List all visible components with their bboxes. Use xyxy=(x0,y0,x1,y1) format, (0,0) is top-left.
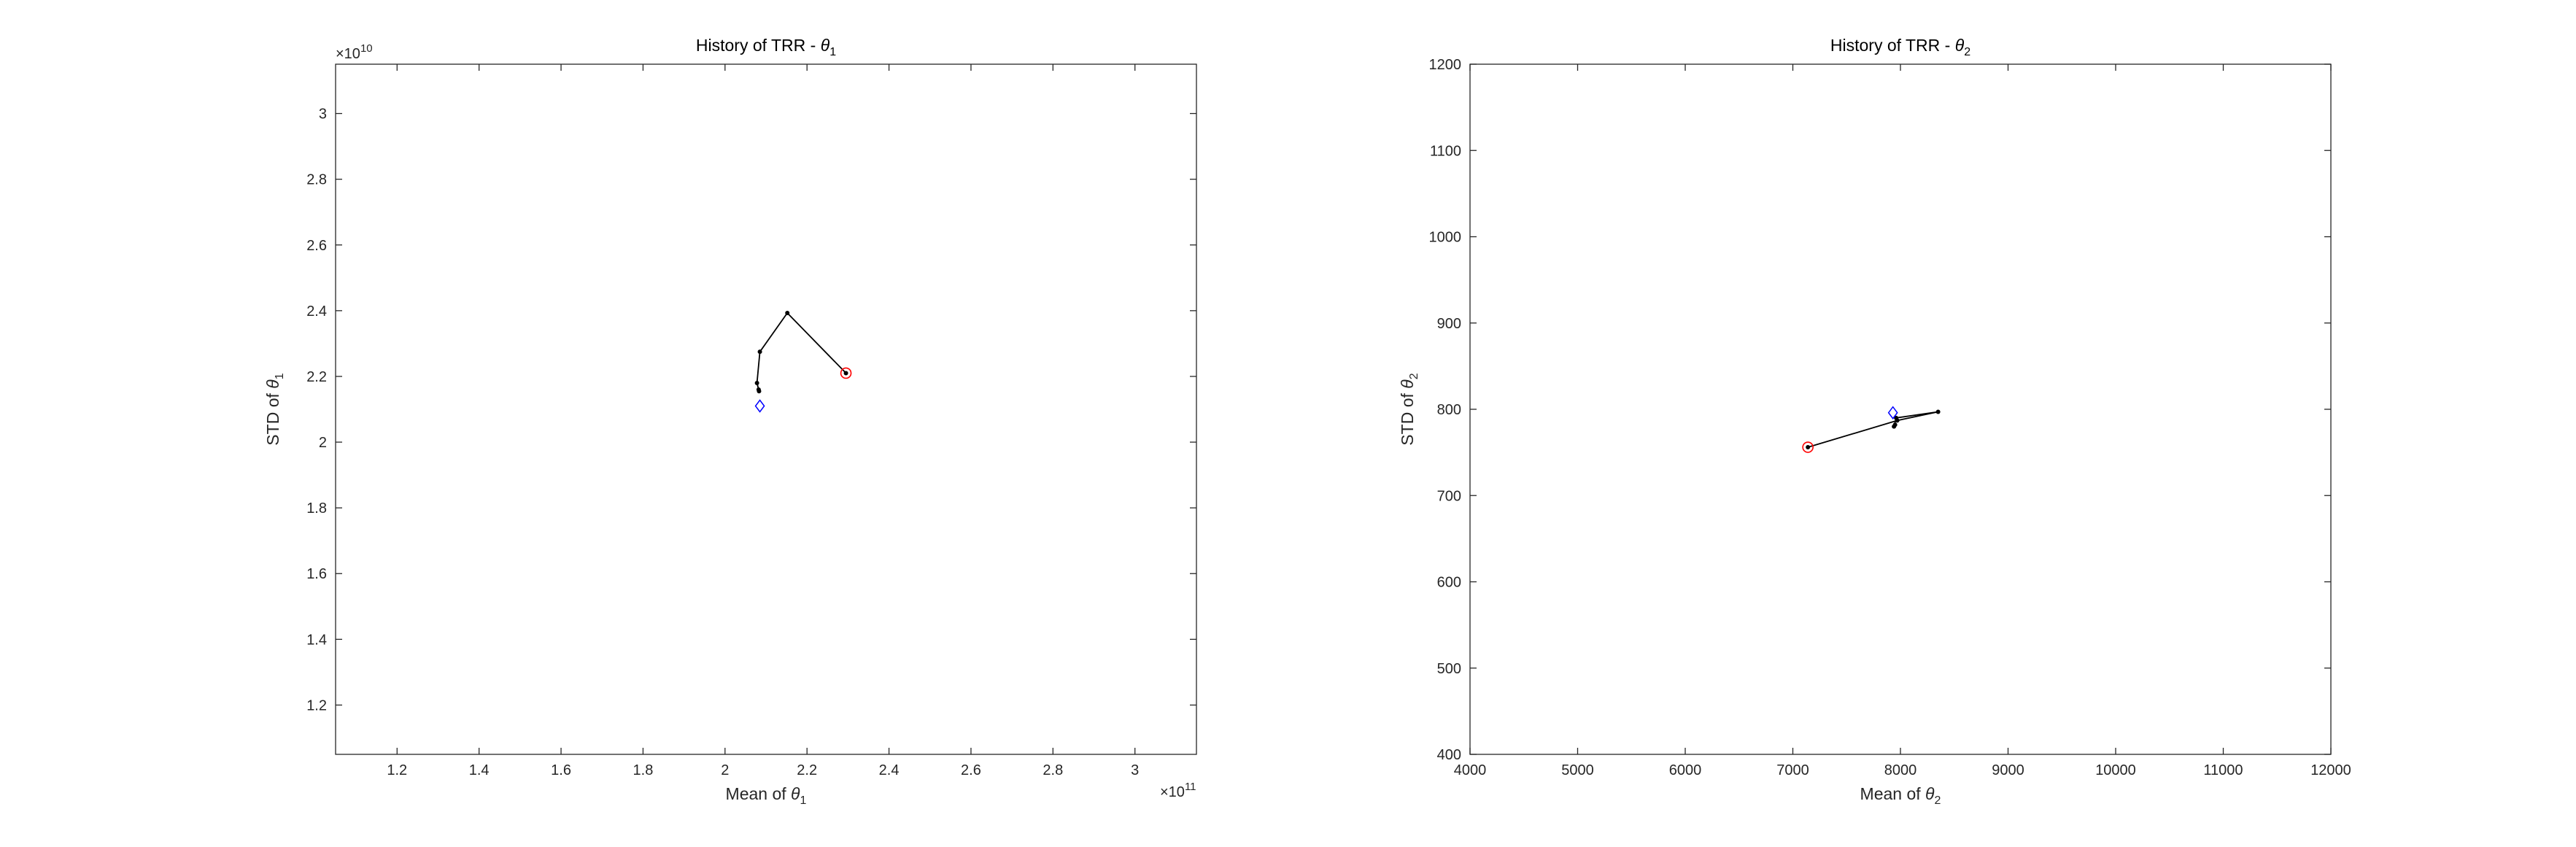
x-tick-label: 2.2 xyxy=(797,762,817,778)
trajectory-point xyxy=(1806,445,1811,450)
y-tick-label: 2.8 xyxy=(306,172,327,188)
plot-area xyxy=(1469,63,2332,755)
x-axis-label: Mean of θ2 xyxy=(1860,784,1941,807)
x-tick-label: 5000 xyxy=(1561,762,1594,778)
chart-theta2: 4000 5000 6000 7000 8000 9000 10000 11000 12000 4… xyxy=(1398,36,2351,807)
x-tick-label: 1.8 xyxy=(633,762,654,778)
y-tick-label: 1.4 xyxy=(306,632,327,648)
x-tick-label: 10000 xyxy=(2095,762,2136,778)
chart-title: History of TRR - θ1 xyxy=(696,36,836,58)
y-tick-label: 2.6 xyxy=(306,238,327,254)
x-tick-label: 3 xyxy=(1131,762,1139,778)
x-tick-label: 9000 xyxy=(1992,762,2024,778)
chart-theta1: 1.2 1.4 1.6 1.8 2 2.2 2.4 2.6 2.8 3 1.2 1.4 1.6 1.8 2 2… xyxy=(263,36,1197,807)
y-tick-label: 400 xyxy=(1437,747,1461,763)
x-tick-label: 4000 xyxy=(1454,762,1487,778)
x-tick-label: 1.2 xyxy=(387,762,407,778)
trajectory-point xyxy=(757,349,762,355)
x-tick-label: 1.6 xyxy=(551,762,571,778)
y-tick-label: 2.4 xyxy=(306,303,327,320)
y-tick-label: 900 xyxy=(1437,316,1461,332)
y-tick-label: 2.2 xyxy=(306,369,327,385)
trajectory-point xyxy=(1935,409,1941,414)
y-exponent-label: ×1010 xyxy=(336,42,373,62)
x-tick-label: 7000 xyxy=(1776,762,1809,778)
x-tick-label: 8000 xyxy=(1884,762,1917,778)
x-tick-label: 2.4 xyxy=(879,762,900,778)
trajectory-point xyxy=(1894,415,1899,420)
y-tick-label: 1200 xyxy=(1429,57,1462,73)
y-tick-label: 500 xyxy=(1437,661,1461,677)
y-tick-label: 1100 xyxy=(1430,143,1461,159)
y-tick-label: 3 xyxy=(319,107,327,123)
y-axis-label: STD of θ2 xyxy=(1398,373,1420,445)
y-tick-label: 700 xyxy=(1437,488,1461,504)
y-tick-label: 2 xyxy=(319,435,327,451)
final-marker xyxy=(1887,406,1898,419)
trajectory-point xyxy=(754,380,759,385)
start-marker xyxy=(840,367,852,379)
y-tick-label: 800 xyxy=(1437,402,1461,418)
y-axis-label: STD of θ1 xyxy=(263,373,286,445)
start-marker xyxy=(1802,441,1814,453)
y-tick-label: 1.8 xyxy=(306,500,327,517)
x-tick-label: 2.6 xyxy=(961,762,981,778)
x-tick-label: 2 xyxy=(721,762,729,778)
x-tick-label: 6000 xyxy=(1669,762,1702,778)
y-tick-label: 1.6 xyxy=(306,566,327,582)
x-tick-label: 12000 xyxy=(2310,762,2351,778)
trajectory-point xyxy=(785,311,790,316)
x-tick-label: 11000 xyxy=(2203,762,2243,778)
plot-area xyxy=(335,63,1197,755)
y-tick-label: 1.2 xyxy=(306,697,327,713)
x-exponent-label: ×1011 xyxy=(1160,781,1196,800)
y-tick-label: 1000 xyxy=(1429,230,1462,246)
y-tick-label: 600 xyxy=(1437,575,1461,591)
trajectory-point xyxy=(757,389,762,394)
trajectory-point xyxy=(1892,422,1898,428)
x-tick-label: 1.4 xyxy=(469,762,490,778)
chart-title: History of TRR - θ2 xyxy=(1830,36,1970,58)
x-axis-label: Mean of θ1 xyxy=(726,784,807,807)
trajectory-point xyxy=(843,371,848,376)
final-marker xyxy=(754,399,765,413)
x-tick-label: 2.8 xyxy=(1043,762,1063,778)
